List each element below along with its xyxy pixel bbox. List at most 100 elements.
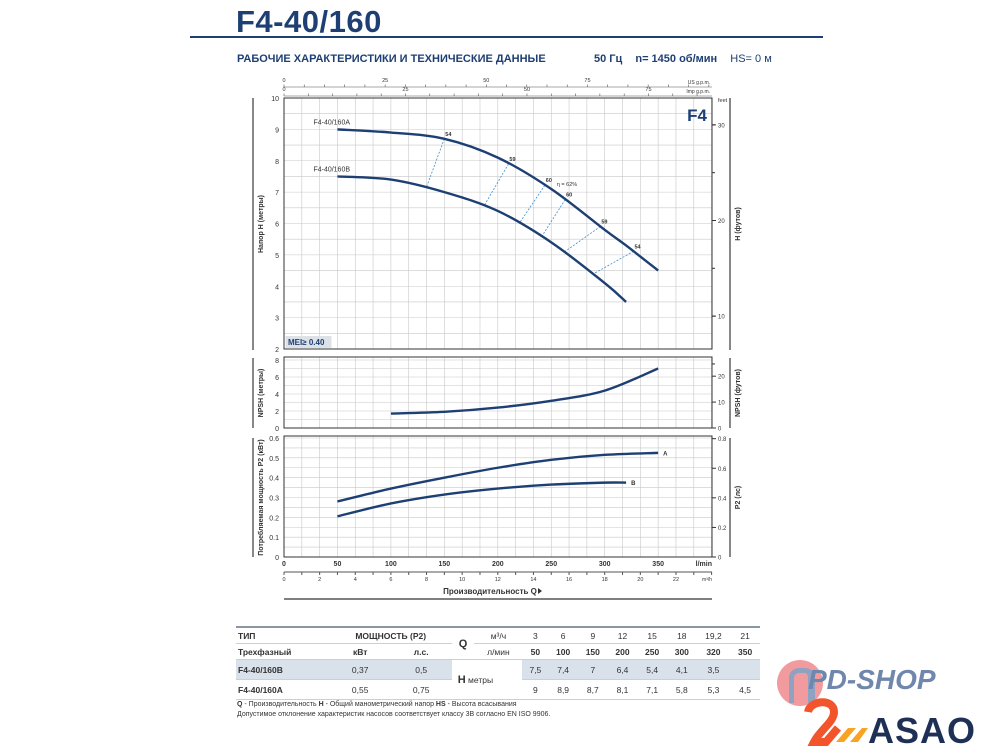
subtitle: РАБОЧИЕ ХАРАКТЕРИСТИКИ И ТЕХНИЧЕСКИЕ ДАН… bbox=[237, 53, 546, 65]
y-tick-label: 10 bbox=[271, 96, 279, 103]
y-tick-label: 7 bbox=[275, 190, 279, 197]
q-m3h-value: 6 bbox=[548, 627, 578, 644]
pdshop-logo-icon bbox=[777, 660, 823, 706]
efficiency-label: 59 bbox=[509, 157, 515, 163]
asao-logo-icon bbox=[804, 698, 868, 746]
efficiency-line bbox=[483, 163, 509, 207]
y-tick-label: 0 bbox=[275, 555, 279, 562]
q-m3h-value: 21 bbox=[730, 627, 760, 644]
head-value: 4,1 bbox=[666, 659, 697, 680]
q-m3h-value: 15 bbox=[637, 627, 667, 644]
head-value: 4,5 bbox=[730, 679, 760, 700]
y-tick-label: 9 bbox=[275, 127, 279, 134]
y-tick-label: 0.2 bbox=[269, 515, 279, 522]
gpm-tick-label: 75 bbox=[584, 78, 590, 84]
pump-performance-chart: 23456789100246800.10.20.30.40.50.6102030… bbox=[252, 78, 742, 600]
y-right-tick-label: 0.6 bbox=[718, 467, 727, 473]
series-badge: F4 bbox=[687, 106, 707, 125]
y-right-tick-label: 10 bbox=[718, 401, 725, 407]
head-value: 7,4 bbox=[548, 659, 578, 680]
h-unit: метры bbox=[468, 674, 494, 685]
curve-end-label: B bbox=[631, 481, 636, 487]
efficiency-line bbox=[592, 250, 634, 275]
gpm-tick-label: 0 bbox=[282, 87, 285, 93]
head-value: 7,1 bbox=[637, 679, 667, 700]
power-curve-a bbox=[337, 451, 659, 503]
head-label: H метры bbox=[451, 659, 523, 700]
kw-header: кВт bbox=[329, 643, 391, 660]
q-lmin-value: 50 bbox=[522, 643, 549, 660]
x-tick-label: 350 bbox=[652, 561, 664, 568]
y-right-unit-label: feet bbox=[718, 98, 728, 104]
y-right-tick-label: 0 bbox=[718, 556, 722, 562]
y-right-tick-label: 30 bbox=[718, 123, 725, 129]
y-right-axis-title-head: H (футов) bbox=[735, 207, 742, 241]
head-value bbox=[730, 659, 760, 680]
y-right-tick-label: 10 bbox=[718, 315, 725, 321]
performance-table: ТИП МОЩНОСТЬ (P2) Q м³/ч 3 6 9 12 15 18 19,2 21… bbox=[236, 626, 760, 700]
y-tick-label: 5 bbox=[275, 253, 279, 260]
y-tick-label: 3 bbox=[275, 316, 279, 323]
q-lmin-value: 100 bbox=[548, 643, 578, 660]
x-tick-label: 150 bbox=[439, 561, 451, 568]
q-lmin-value: 300 bbox=[666, 643, 697, 660]
y-tick-label: 2 bbox=[275, 347, 279, 354]
q-lmin-value: 320 bbox=[696, 643, 731, 660]
m3h-tick-label: 16 bbox=[566, 577, 572, 583]
y-right-tick-label: 0.2 bbox=[718, 526, 727, 532]
m3h-tick-label: 20 bbox=[637, 577, 643, 583]
head-value: 7 bbox=[577, 659, 608, 680]
operating-conditions: 50 Гц n= 1450 об/мин HS= 0 м bbox=[594, 53, 772, 65]
power-kw: 0,55 bbox=[329, 679, 391, 700]
gpm-tick-label: 25 bbox=[402, 87, 408, 93]
y-tick-label: 6 bbox=[275, 222, 279, 229]
efficiency-line bbox=[518, 184, 546, 224]
plot-frame bbox=[283, 435, 713, 558]
m3h-tick-label: 8 bbox=[425, 577, 428, 583]
y-right-axis-title-npsh: NPSH (футов) bbox=[735, 369, 742, 417]
m3h-tick-label: 14 bbox=[530, 577, 536, 583]
plot-frame bbox=[283, 356, 713, 429]
q-m3h-value: 9 bbox=[577, 627, 608, 644]
gpm-tick-label: 50 bbox=[483, 78, 489, 84]
y-right-tick-label: 0.8 bbox=[718, 437, 727, 443]
y-tick-label: 8 bbox=[275, 159, 279, 166]
m3h-tick-label: 12 bbox=[495, 577, 501, 583]
m3h-unit: м³/ч bbox=[474, 627, 523, 644]
title-divider bbox=[190, 36, 823, 38]
note-hs: HS bbox=[435, 701, 446, 708]
y-tick-label: 2 bbox=[275, 409, 279, 416]
type-header: ТИП bbox=[236, 627, 330, 644]
q-lmin-value: 150 bbox=[577, 643, 608, 660]
head-value: 7,5 bbox=[522, 659, 549, 680]
power-curve-b bbox=[337, 481, 627, 518]
m3h-tick-label: 22 bbox=[673, 577, 679, 583]
q-lmin-value: 350 bbox=[730, 643, 760, 660]
efficiency-line bbox=[425, 138, 445, 188]
frequency: 50 Гц bbox=[594, 53, 623, 65]
y-right-tick-label: 0 bbox=[718, 427, 722, 433]
model-name: F4-40/160B bbox=[236, 659, 330, 680]
y-axis-title-head: Напор H (метры) bbox=[258, 195, 265, 253]
table-subheader-row: Трехфазный кВт л.с. л/мин 50 100 150 200 250… bbox=[236, 643, 760, 660]
m3h-tick-label: 2 bbox=[318, 577, 321, 583]
head-value: 5,3 bbox=[696, 679, 731, 700]
efficiency-peak-label: η = 62% bbox=[557, 182, 577, 188]
q-m3h-value: 3 bbox=[522, 627, 549, 644]
head-value: 8,9 bbox=[548, 679, 578, 700]
page-title: F4-40/160 bbox=[236, 4, 382, 39]
m3h-tick-label: 18 bbox=[602, 577, 608, 583]
y-tick-label: 0 bbox=[275, 426, 279, 433]
y-tick-label: 4 bbox=[275, 392, 279, 399]
mei-badge-bg bbox=[285, 336, 332, 348]
tolerance-note: Допустимое отклонение характеристик насо… bbox=[237, 711, 551, 718]
efficiency-line bbox=[563, 226, 601, 253]
m3h-unit-label: m³/h bbox=[702, 577, 712, 583]
note-hs-text: - Высота всасывания bbox=[445, 701, 517, 708]
q-m3h-value: 12 bbox=[607, 627, 638, 644]
efficiency-label: 60 bbox=[546, 178, 552, 184]
head-value: 5,4 bbox=[637, 659, 667, 680]
efficiency-label: 54 bbox=[635, 244, 642, 250]
npsh-curve bbox=[390, 367, 659, 415]
y-tick-label: 0.5 bbox=[269, 456, 279, 463]
